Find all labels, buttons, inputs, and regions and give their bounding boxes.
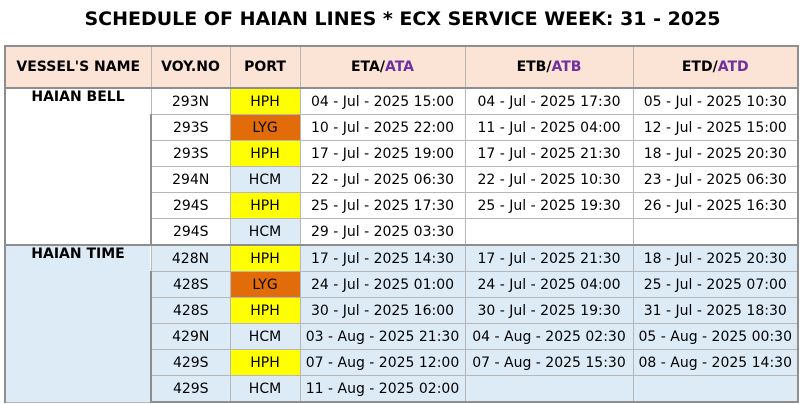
eta-cell: 04 - Jul - 2025 15:00 [299,87,466,115]
etd-cell: 31 - Jul - 2025 18:30 [632,297,799,324]
port-cell: HPH [229,297,301,324]
voyage-cell: 428S [150,271,231,298]
vessel-name-cell: HAIAN TIME [4,244,152,403]
header-atd-label: ATD [717,59,749,75]
voyage-cell: 294N [150,166,231,193]
etb-cell: 17 - Jul - 2025 21:30 [464,244,634,272]
etb-cell: 04 - Aug - 2025 02:30 [464,323,634,350]
eta-cell: 10 - Jul - 2025 22:00 [299,114,466,141]
header-row: VESSEL'S NAME VOY.NO PORT ETA/ATA ETB/AT… [4,45,799,89]
etb-cell [464,218,634,246]
header-ata-label: ATA [384,59,415,75]
voyage-cell: 429N [150,323,231,350]
eta-cell: 07 - Aug - 2025 12:00 [299,349,466,376]
etd-cell: 18 - Jul - 2025 20:30 [632,244,799,272]
port-cell: LYG [229,114,301,141]
etb-cell: 07 - Aug - 2025 15:30 [464,349,634,376]
etb-cell [464,375,634,403]
table-row: 428S LYG 24 - Jul - 2025 01:00 24 - Jul - 2… [5,271,799,298]
port-cell: HCM [229,166,301,193]
voyage-cell: 429S [150,349,231,376]
header-eta-label: ETA/ [350,59,385,75]
etb-cell: 24 - Jul - 2025 04:00 [464,271,634,298]
port-cell: HCM [229,375,301,403]
port-cell: HPH [229,140,301,167]
etd-cell: 08 - Aug - 2025 14:30 [632,349,799,376]
table-row: HAIAN BELL 293N HPH 04 - Jul - 2025 15:00 04… [4,87,799,246]
port-cell: HCM [229,323,301,350]
eta-cell: 11 - Aug - 2025 02:00 [299,375,466,403]
table-row: 429S HCM 11 - Aug - 2025 02:00 [5,375,799,403]
port-cell: HPH [229,349,301,376]
etd-cell: 18 - Jul - 2025 20:30 [632,140,799,167]
table-row: 294N HCM 22 - Jul - 2025 06:30 22 - Jul - 2… [5,166,799,193]
table-row: 293S LYG 10 - Jul - 2025 22:00 11 - Jul - 2… [5,114,799,141]
header-port: PORT [229,45,301,89]
voyage-cell: 293N [150,87,231,115]
header-etd: ETD/ATD [632,45,799,89]
voyage-cell: 428N [150,244,231,272]
voyage-cell: 294S [150,218,231,246]
eta-cell: 22 - Jul - 2025 06:30 [299,166,466,193]
header-eta: ETA/ATA [299,45,466,89]
etd-cell: 05 - Aug - 2025 00:30 [632,323,799,350]
schedule-table: VESSEL'S NAME VOY.NO PORT ETA/ATA ETB/AT… [4,45,799,403]
header-vessel: VESSEL'S NAME [4,45,152,89]
schedule-body: HAIAN BELL 293N HPH 04 - Jul - 2025 15:00 04… [4,87,799,403]
port-cell: HPH [229,244,301,272]
header-etb-label: ETB/ [516,59,552,75]
etd-cell: 26 - Jul - 2025 16:30 [632,192,799,219]
etd-cell: 12 - Jul - 2025 15:00 [632,114,799,141]
header-etd-label: ETD/ [681,59,718,75]
etb-cell: 11 - Jul - 2025 04:00 [464,114,634,141]
vessel-name-cell: HAIAN BELL [4,87,152,246]
eta-cell: 03 - Aug - 2025 21:30 [299,323,466,350]
eta-cell: 24 - Jul - 2025 01:00 [299,271,466,298]
etd-cell [632,375,799,403]
etb-cell: 25 - Jul - 2025 19:30 [464,192,634,219]
eta-cell: 17 - Jul - 2025 14:30 [299,244,466,272]
voyage-cell: 293S [150,140,231,167]
port-cell: HPH [229,87,301,115]
etb-cell: 04 - Jul - 2025 17:30 [464,87,634,115]
page-title: SCHEDULE OF HAIAN LINES * ECX SERVICE WE… [84,8,721,30]
header-etb: ETB/ATB [464,45,634,89]
voyage-cell: 428S [150,297,231,324]
voyage-cell: 293S [150,114,231,141]
eta-cell: 25 - Jul - 2025 17:30 [299,192,466,219]
port-cell: HCM [229,218,301,246]
port-cell: LYG [229,271,301,298]
table-row: 429S HPH 07 - Aug - 2025 12:00 07 - Aug - 2… [5,349,799,376]
eta-cell: 17 - Jul - 2025 19:00 [299,140,466,167]
table-row: HAIAN TIME 428N HPH 17 - Jul - 2025 14:30 17… [4,244,799,403]
table-row: 294S HCM 29 - Jul - 2025 03:30 [5,218,799,246]
voyage-cell: 429S [150,375,231,403]
table-row: 429N HCM 03 - Aug - 2025 21:30 04 - Aug - 2… [5,323,799,350]
etb-cell: 17 - Jul - 2025 21:30 [464,140,634,167]
etd-cell: 25 - Jul - 2025 07:00 [632,271,799,298]
table-row: 294S HPH 25 - Jul - 2025 17:30 25 - Jul - 2… [5,192,799,219]
table-row: 293S HPH 17 - Jul - 2025 19:00 17 - Jul - 2… [5,140,799,167]
etb-cell: 22 - Jul - 2025 10:30 [464,166,634,193]
etd-cell [632,218,799,246]
voyage-cell: 294S [150,192,231,219]
etd-cell: 23 - Jul - 2025 06:30 [632,166,799,193]
header-atb-label: ATB [551,59,582,75]
eta-cell: 29 - Jul - 2025 03:30 [299,218,466,246]
etb-cell: 30 - Jul - 2025 19:30 [464,297,634,324]
etd-cell: 05 - Jul - 2025 10:30 [632,87,799,115]
eta-cell: 30 - Jul - 2025 16:00 [299,297,466,324]
port-cell: HPH [229,192,301,219]
table-row: 428S HPH 30 - Jul - 2025 16:00 30 - Jul - 2… [5,297,799,324]
header-voy: VOY.NO [150,45,231,89]
